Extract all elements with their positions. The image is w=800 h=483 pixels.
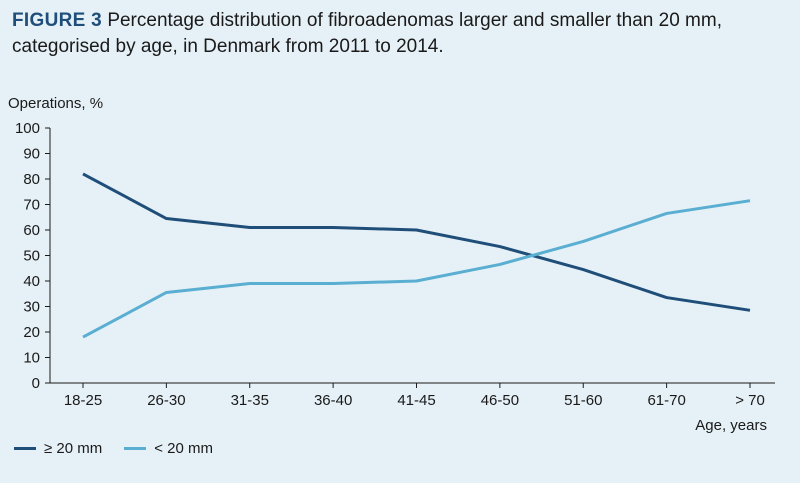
x-tick-label: 41-45 (397, 392, 435, 409)
legend-label-ge20: ≥ 20 mm (44, 440, 103, 457)
x-tick-label: 46-50 (481, 392, 519, 409)
y-tick-label: 80 (23, 171, 40, 188)
y-tick-label: 60 (23, 222, 40, 239)
y-tick-label: 30 (23, 299, 40, 316)
figure-caption: Percentage distribution of fibroadenomas… (12, 10, 722, 57)
y-tick-label: 90 (23, 146, 40, 163)
x-tick-label: 61-70 (647, 392, 685, 409)
y-tick-label: 100 (15, 120, 40, 137)
legend-swatch-lt20 (124, 447, 147, 450)
x-tick-label: 26-30 (147, 392, 185, 409)
legend-label-lt20: < 20 mm (154, 440, 214, 457)
series-line-1 (82, 199, 751, 339)
x-axis-label: Age, years (695, 417, 767, 434)
y-tick-label: 0 (32, 375, 40, 392)
x-tick-label: 51-60 (564, 392, 602, 409)
figure-title: FIGURE 3 Percentage distribution of fibr… (12, 8, 792, 60)
y-tick-label: 50 (23, 248, 40, 265)
y-tick-label: 10 (23, 350, 40, 367)
legend-item-lt20: < 20 mm (124, 440, 213, 457)
y-tick-label: 20 (23, 324, 40, 341)
y-tick-label: 70 (23, 197, 40, 214)
x-tick-label: > 70 (735, 392, 765, 409)
legend-swatch-ge20 (14, 447, 36, 450)
legend-item-ge20: ≥ 20 mm (14, 440, 102, 457)
x-tick-label: 36-40 (314, 392, 352, 409)
x-tick-label: 31-35 (231, 392, 269, 409)
x-tick-label: 18-25 (64, 392, 102, 409)
figure-label: FIGURE 3 (12, 10, 103, 31)
legend: ≥ 20 mm < 20 mm (14, 440, 235, 457)
series-line-0 (82, 172, 751, 312)
y-tick-label: 40 (23, 273, 40, 290)
y-axis-label: Operations, % (8, 95, 103, 112)
